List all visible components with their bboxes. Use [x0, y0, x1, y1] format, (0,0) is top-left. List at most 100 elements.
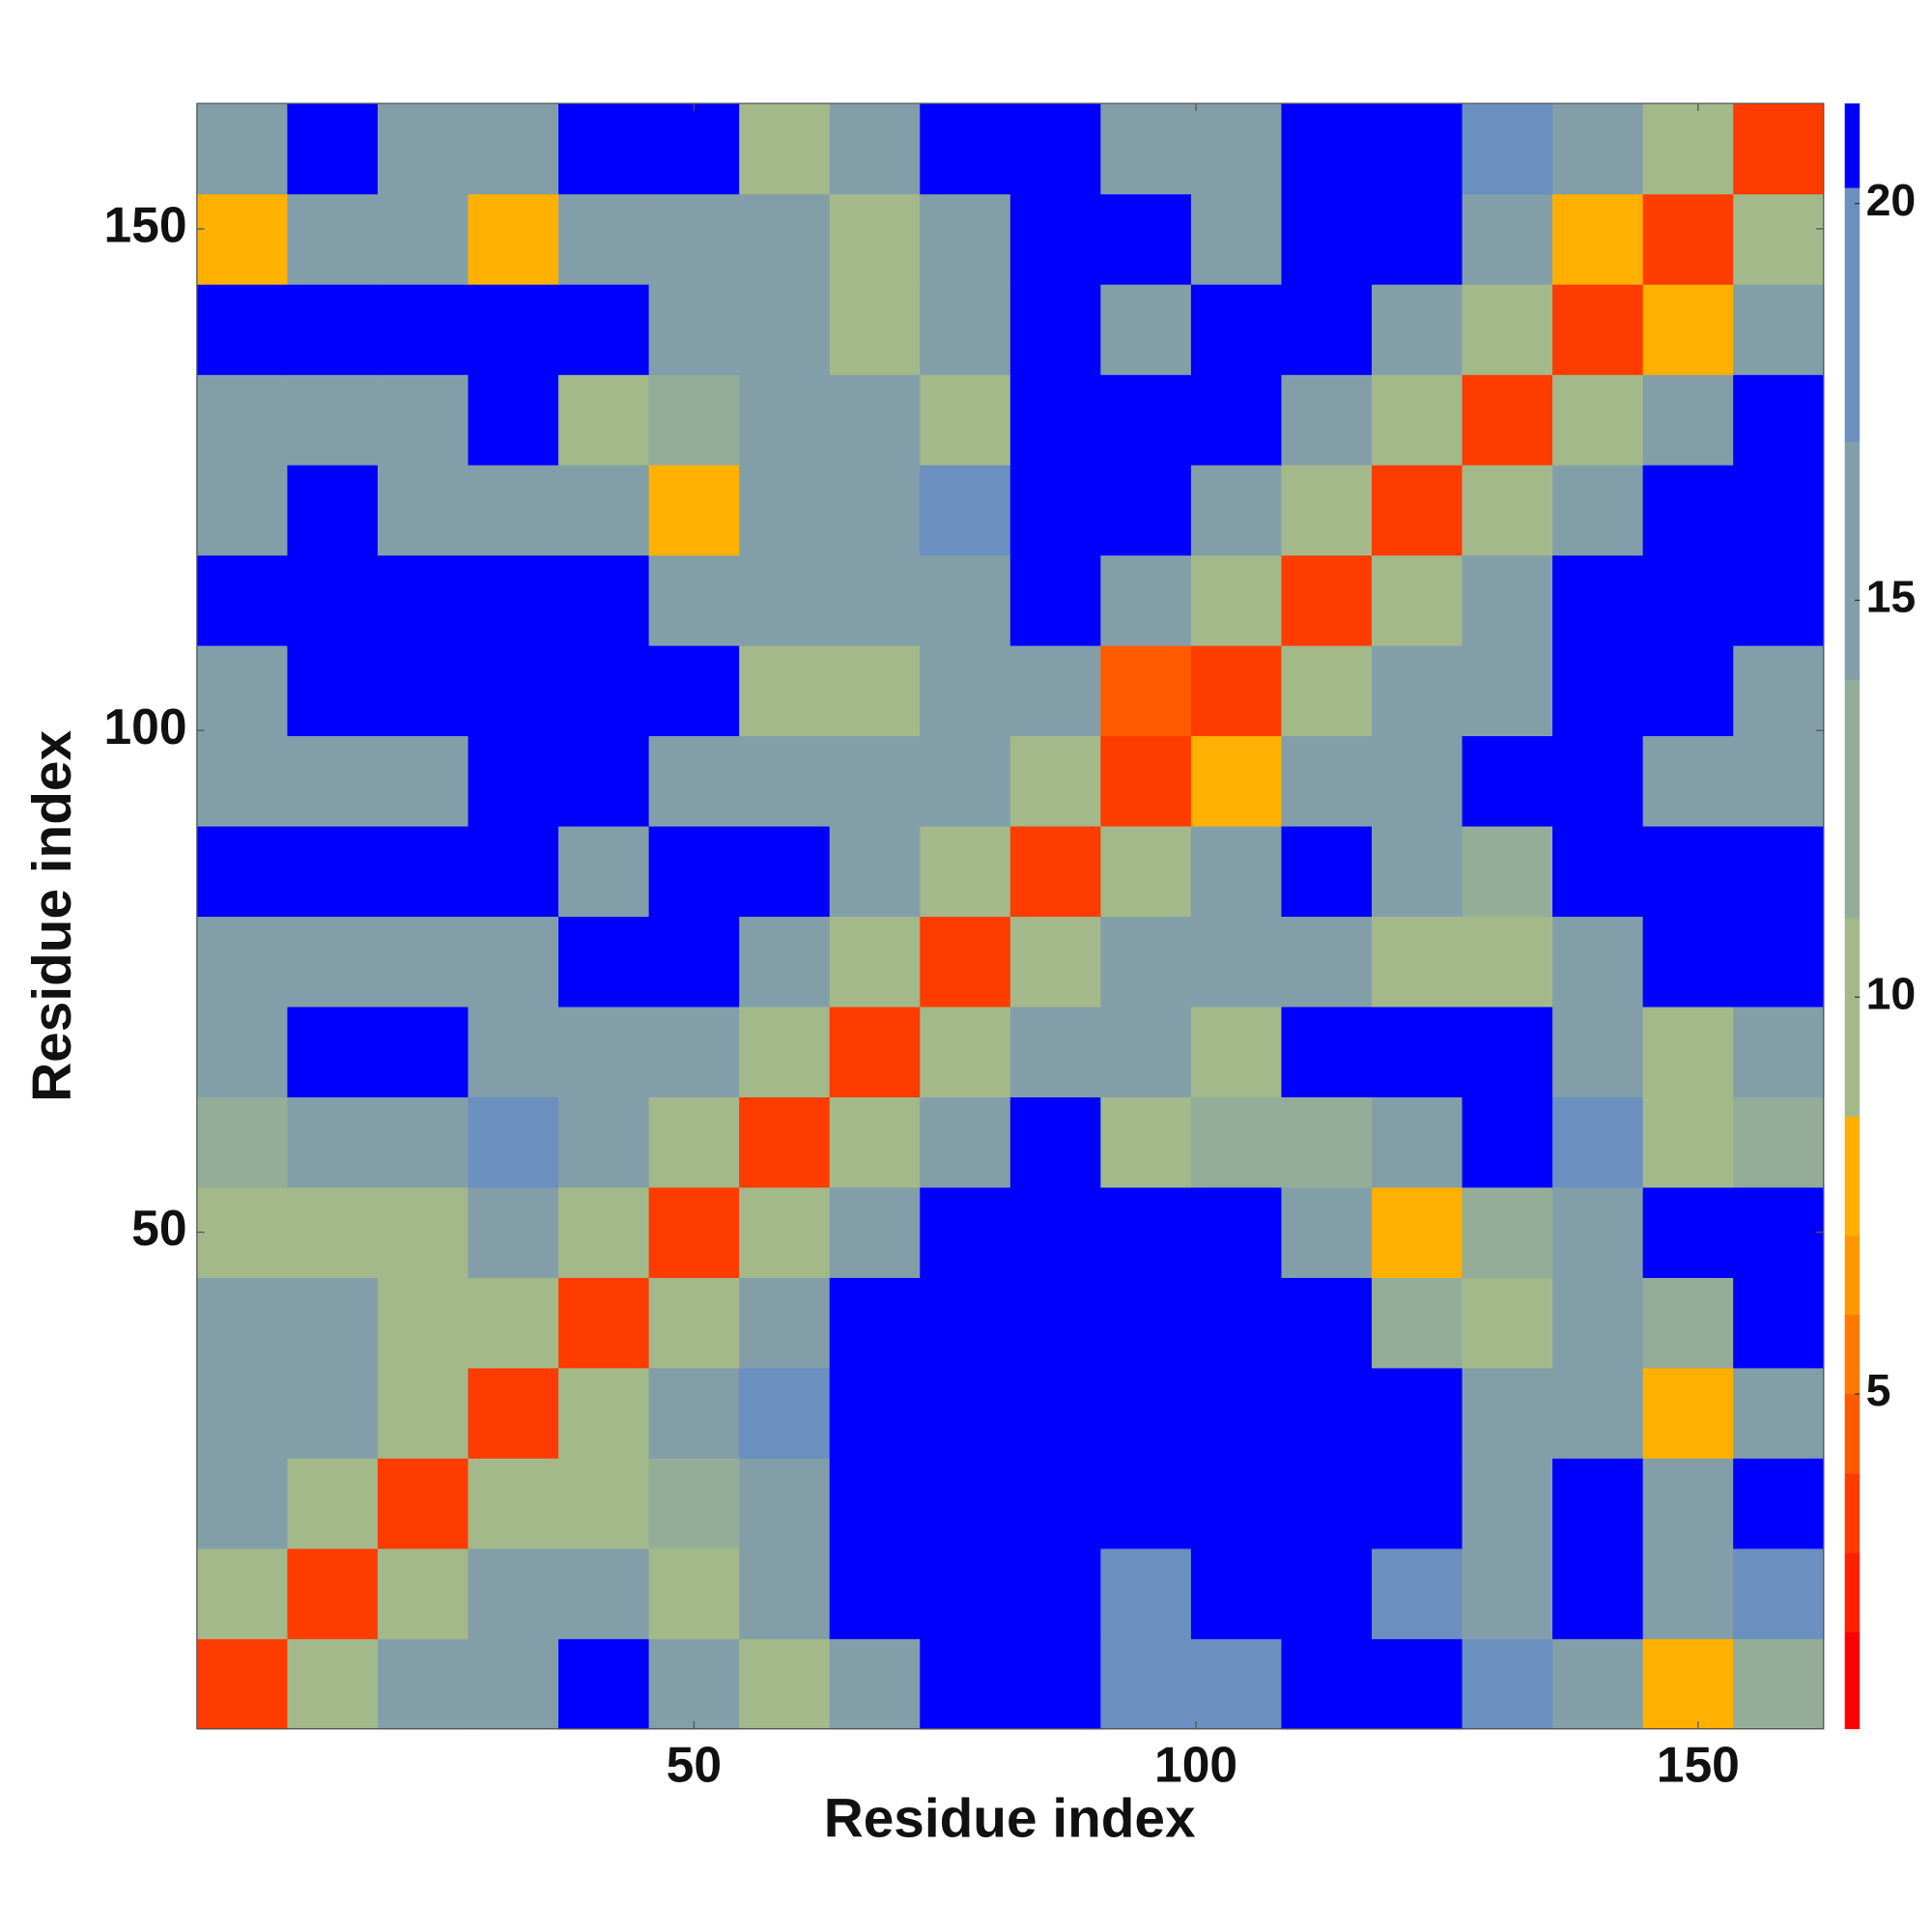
- heatmap-cell: [1642, 193, 1734, 285]
- heatmap-cell: [1733, 1548, 1825, 1639]
- heatmap-cell: [558, 1277, 650, 1369]
- heatmap-cell: [287, 1458, 379, 1549]
- heatmap-cell: [468, 374, 559, 466]
- heatmap-cell: [1642, 1548, 1734, 1639]
- heatmap-cell: [196, 103, 289, 195]
- heatmap-cell: [287, 465, 379, 556]
- heatmap-cell: [1009, 1638, 1101, 1730]
- heatmap-cell: [1281, 193, 1373, 285]
- heatmap-cell: [829, 1367, 921, 1459]
- heatmap-cell: [1552, 1638, 1644, 1730]
- heatmap-cell: [287, 374, 379, 466]
- heatmap-cell: [287, 735, 379, 827]
- heatmap-cell: [1642, 644, 1734, 737]
- heatmap-cell: [196, 735, 289, 827]
- heatmap-cell: [1372, 735, 1463, 827]
- heatmap-cell: [468, 1548, 559, 1639]
- heatmap-cell: [829, 644, 921, 737]
- heatmap-cell: [1733, 735, 1825, 827]
- heatmap-cell: [1009, 103, 1101, 195]
- heatmap-cell: [648, 1277, 740, 1369]
- heatmap-cell: [1462, 1548, 1553, 1639]
- heatmap-cell: [1190, 1186, 1283, 1278]
- heatmap-cell: [558, 1186, 650, 1278]
- heatmap-cell: [1462, 735, 1553, 827]
- heatmap-cell: [1009, 1186, 1101, 1278]
- heatmap-cell: [558, 193, 650, 285]
- heatmap-cell: [1281, 1638, 1373, 1730]
- heatmap-cell: [829, 1006, 921, 1097]
- heatmap-cell: [829, 916, 921, 1008]
- heatmap-cell: [920, 374, 1011, 466]
- heatmap-cell: [920, 916, 1011, 1008]
- heatmap-cell: [287, 1096, 379, 1188]
- heatmap-cell: [1462, 465, 1553, 556]
- colorbar-tick-label: 20: [1866, 175, 1917, 225]
- heatmap-cell: [1552, 825, 1644, 918]
- heatmap-cell: [920, 825, 1011, 918]
- heatmap-cell: [739, 1638, 831, 1730]
- heatmap-cell: [1190, 735, 1283, 827]
- heatmap-cell: [648, 1458, 740, 1549]
- heatmap-cell: [196, 825, 289, 918]
- heatmap-cell: [377, 735, 469, 827]
- heatmap-cell: [196, 554, 289, 646]
- heatmap-cell: [1009, 916, 1101, 1008]
- heatmap-cell: [648, 644, 740, 737]
- heatmap-cell: [1190, 1006, 1283, 1097]
- heatmap-cell: [468, 644, 559, 737]
- heatmap-cell: [648, 284, 740, 376]
- heatmap-cell: [1100, 1638, 1192, 1730]
- heatmap-cell: [648, 1548, 740, 1639]
- y-tick-label: 50: [131, 1200, 186, 1256]
- heatmap-cell: [920, 554, 1011, 646]
- heatmap-cell: [1281, 1367, 1373, 1459]
- colorbar-segment: [1844, 441, 1861, 680]
- heatmap-cell: [920, 1096, 1011, 1188]
- heatmap-cell: [1281, 1458, 1373, 1549]
- heatmap-cell: [468, 916, 559, 1008]
- heatmap-cell: [1733, 1638, 1825, 1730]
- heatmap-cell: [558, 1548, 650, 1639]
- heatmap-cell: [287, 644, 379, 737]
- heatmap-cell: [287, 1186, 379, 1278]
- heatmap-cell: [196, 916, 289, 1008]
- heatmap-cell: [920, 1367, 1011, 1459]
- heatmap-cell: [196, 1458, 289, 1549]
- heatmap-cell: [829, 1638, 921, 1730]
- heatmap-cell: [1462, 374, 1553, 466]
- heatmap-cell: [1733, 1096, 1825, 1188]
- heatmap-cell: [1372, 465, 1463, 556]
- heatmap-cell: [1190, 554, 1283, 646]
- heatmap-cell: [1190, 825, 1283, 918]
- heatmap-cell: [1372, 1277, 1463, 1369]
- heatmap-cell: [1462, 644, 1553, 737]
- heatmap-cell: [739, 103, 831, 195]
- heatmap-cell: [1642, 1458, 1734, 1549]
- heatmap-cell: [377, 644, 469, 737]
- heatmap-cell: [829, 374, 921, 466]
- heatmap-cell: [1462, 103, 1553, 195]
- colorbar-tick-label: 5: [1866, 1365, 1891, 1415]
- heatmap-cell: [1462, 1186, 1553, 1278]
- heatmap-cell: [1281, 735, 1373, 827]
- heatmap-cell: [1190, 284, 1283, 376]
- heatmap-cell: [1462, 554, 1553, 646]
- heatmap-cell: [1190, 103, 1283, 195]
- heatmap-cell: [920, 103, 1011, 195]
- heatmap-cell: [829, 1186, 921, 1278]
- heatmap-cell: [468, 735, 559, 827]
- heatmap-cell: [1100, 284, 1192, 376]
- heatmap-cell: [1552, 1277, 1644, 1369]
- heatmap-cell: [1372, 1186, 1463, 1278]
- heatmap-cell: [1281, 374, 1373, 466]
- heatmap-cell: [1100, 1006, 1192, 1097]
- heatmap-cell: [1100, 554, 1192, 646]
- heatmap-cell: [648, 825, 740, 918]
- heatmap-cell: [558, 284, 650, 376]
- heatmap-cell: [739, 374, 831, 466]
- heatmap-cell: [1190, 644, 1283, 737]
- heatmap-cell: [739, 735, 831, 827]
- heatmap-cell: [829, 465, 921, 556]
